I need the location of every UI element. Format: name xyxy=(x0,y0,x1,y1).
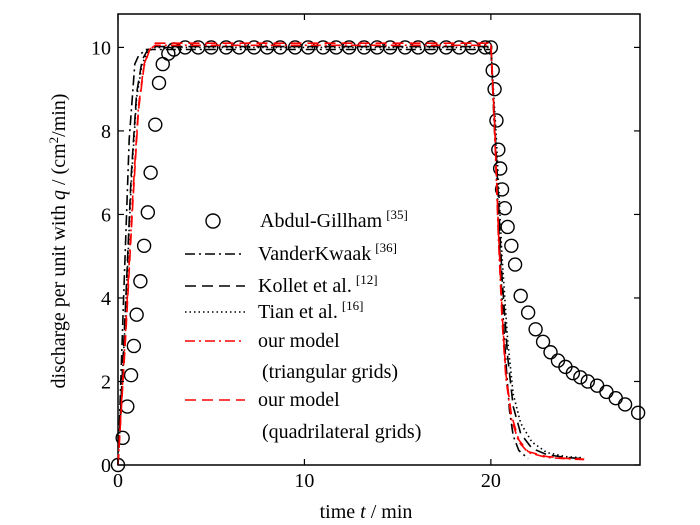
y-axis-label-variable: q xyxy=(48,190,70,200)
data-point xyxy=(129,307,144,322)
y-tick-label: 0 xyxy=(101,455,111,477)
data-point xyxy=(151,75,167,91)
y-tick-label: 4 xyxy=(101,288,111,310)
data-point xyxy=(500,219,515,235)
data-point xyxy=(489,113,504,128)
legend-label-line2: (triangular grids) xyxy=(262,361,398,383)
y-axis-label-unit: / (cm xyxy=(48,143,70,190)
legend-item: Abdul-Gillham [35] xyxy=(205,207,408,232)
data-point xyxy=(123,368,139,383)
y-tick-label: 8 xyxy=(101,121,111,143)
legend: Abdul-Gillham [35] VanderKwaak [36] Kollet e… xyxy=(185,207,421,443)
series-abdul-gillham-markers xyxy=(110,40,646,473)
legend-item: VanderKwaak [36] xyxy=(185,240,397,265)
legend-label: our model xyxy=(258,389,340,411)
legend-marker xyxy=(205,213,221,229)
data-point xyxy=(120,399,135,414)
data-point xyxy=(543,345,558,360)
legend-label-name: Abdul-Gillham xyxy=(260,210,383,232)
data-point xyxy=(140,205,156,220)
y-tick-label: 6 xyxy=(101,204,111,226)
legend-label-reference: [36] xyxy=(375,240,397,255)
x-tick-label: 0 xyxy=(113,470,123,492)
legend-label-name: our model xyxy=(258,330,340,352)
y-axis-label-tail: /min) xyxy=(48,94,70,137)
legend-label-name: Tian et al. xyxy=(258,301,338,323)
data-point xyxy=(513,288,528,304)
data-point xyxy=(608,390,623,406)
legend-label-name: our model xyxy=(258,389,340,411)
x-tick-label: 20 xyxy=(481,470,501,492)
legend-item: our model (quadrilateral grids) xyxy=(185,389,421,443)
data-point xyxy=(630,405,646,421)
legend-label-reference: [16] xyxy=(342,298,364,313)
data-point xyxy=(136,238,152,253)
x-axis-label-variable: t xyxy=(360,501,366,523)
data-point xyxy=(341,40,357,55)
legend-label: Abdul-Gillham [35] xyxy=(260,207,408,232)
data-point xyxy=(115,430,130,446)
data-point xyxy=(148,117,163,132)
data-point xyxy=(617,397,633,412)
legend-label-line2: (quadrilateral grids) xyxy=(262,421,421,443)
axes-layer: 0 10 20 0 2 4 6 8 10 xyxy=(91,14,640,492)
legend-label: our model xyxy=(258,330,340,352)
data-point xyxy=(535,334,551,350)
y-axis-label-prefix: discharge per unit with xyxy=(48,200,70,388)
data-point xyxy=(300,40,316,55)
legend-item: Kollet et al. [12] xyxy=(185,272,378,297)
y-axis-label: discharge per unit with q / (cm2/min) xyxy=(46,94,70,389)
data-point xyxy=(599,384,614,400)
data-point xyxy=(573,370,588,385)
x-axis-label: time t / min xyxy=(320,501,413,523)
legend-label: Kollet et al. [12] xyxy=(258,272,378,297)
data-point xyxy=(520,305,536,320)
series-our-model-quadrilateral-grids-line xyxy=(117,42,585,466)
legend-label: VanderKwaak [36] xyxy=(258,240,397,265)
legend-label: Tian et al. [16] xyxy=(258,298,364,323)
data-point xyxy=(143,165,158,180)
y-tick-label: 10 xyxy=(91,37,111,59)
legend-label-name: VanderKwaak xyxy=(258,243,371,265)
legend-label-reference: [12] xyxy=(356,272,378,287)
data-point xyxy=(487,81,502,97)
data-point xyxy=(504,238,519,253)
y-axis-label-superscript: 2 xyxy=(46,137,61,144)
legend-label-name: Kollet et al. xyxy=(258,275,352,297)
series-tian-et-al-line xyxy=(117,46,585,466)
legend-item: Tian et al. [16] xyxy=(185,298,364,323)
data-point xyxy=(272,40,288,55)
x-axis-label-unit: / min xyxy=(366,501,413,523)
legend-item: our model (triangular grids) xyxy=(185,330,398,383)
series-layer xyxy=(110,40,646,473)
data-point xyxy=(494,182,510,197)
legend-label-reference: [35] xyxy=(386,207,408,222)
plot-frame xyxy=(117,13,641,466)
y-tick-label: 2 xyxy=(101,371,111,393)
x-axis-label-prefix: time xyxy=(320,501,361,523)
plot-border xyxy=(117,13,641,466)
data-point xyxy=(133,274,148,289)
data-point xyxy=(491,142,506,157)
data-point xyxy=(528,322,543,337)
data-point xyxy=(565,365,581,381)
data-point xyxy=(492,161,508,176)
x-tick-label: 10 xyxy=(294,470,314,492)
data-point xyxy=(580,374,595,389)
data-point xyxy=(507,257,523,272)
data-point xyxy=(231,40,247,55)
data-point xyxy=(497,200,513,216)
data-point xyxy=(126,338,142,354)
